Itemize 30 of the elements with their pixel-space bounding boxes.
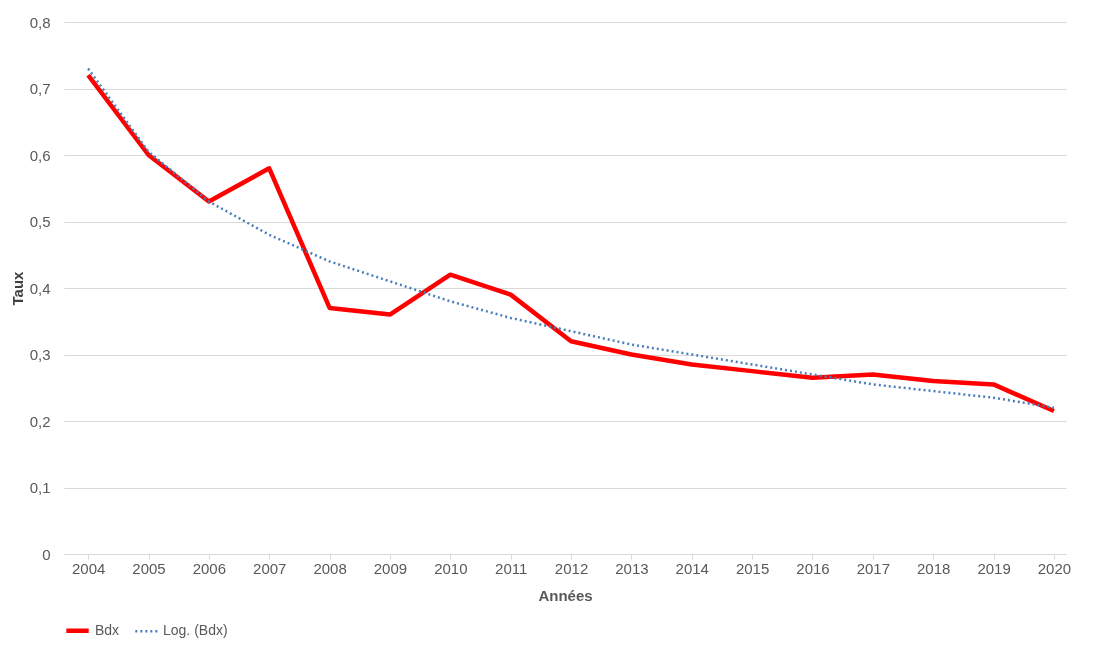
legend-label: Log. (Bdx) <box>163 622 228 639</box>
x-tick-label: 2006 <box>192 559 227 577</box>
x-tick-label: 2020 <box>1037 559 1072 577</box>
y-tick-label: 0,2 <box>29 412 51 430</box>
x-tick-label: 2010 <box>434 559 468 577</box>
x-tick-label: 2018 <box>917 559 951 577</box>
x-tick-label: 2004 <box>71 559 106 577</box>
y-tick-label: 0,5 <box>29 213 51 230</box>
x-tick-label: 2005 <box>132 559 166 577</box>
y-tick-label: 0,8 <box>29 13 51 31</box>
x-tick-label: 2008 <box>313 559 347 577</box>
x-tick-label: 2019 <box>977 559 1011 577</box>
y-tick-label: 0,4 <box>29 279 51 297</box>
x-tick-label: 2007 <box>253 559 287 577</box>
y-tick-label: 0,1 <box>29 479 51 496</box>
x-tick-label: 2012 <box>554 559 589 577</box>
x-tick-label: 2009 <box>373 559 408 577</box>
y-tick-label: 0 <box>42 545 51 563</box>
y-tick-label: 0,7 <box>29 80 51 97</box>
y-axis-title: Taux <box>8 270 26 306</box>
x-axis-title: Années <box>538 586 593 604</box>
y-tick-label: 0,6 <box>29 146 51 164</box>
x-tick-label: 2015 <box>735 559 770 577</box>
legend-label: Bdx <box>95 621 120 638</box>
x-tick-label: 2014 <box>675 559 709 577</box>
x-tick-label: 2013 <box>615 559 649 577</box>
x-tick-label: 2016 <box>796 559 830 577</box>
x-tick-label: 2011 <box>495 559 528 577</box>
y-tick-label: 0,3 <box>29 346 51 363</box>
x-tick-label: 2017 <box>856 559 891 577</box>
